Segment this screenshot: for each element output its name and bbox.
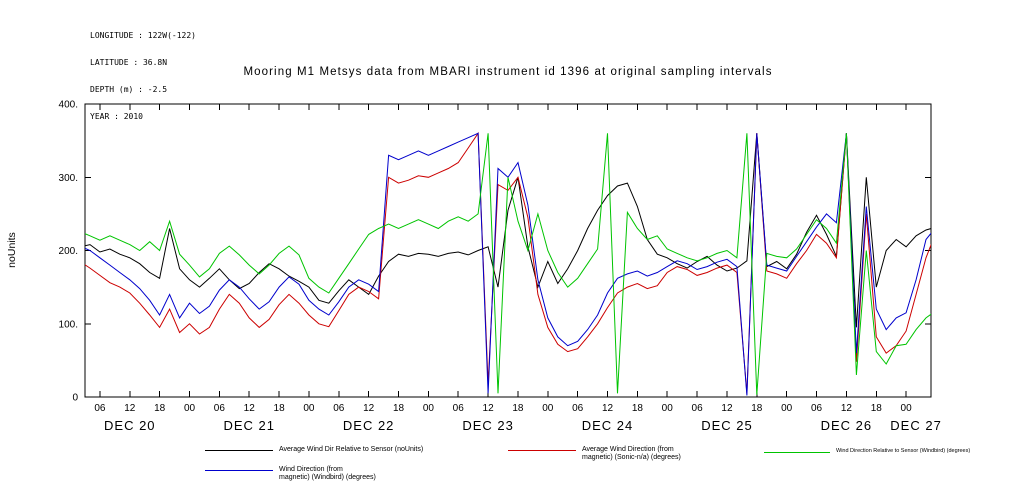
metadata-year: YEAR : 2010 xyxy=(90,112,143,121)
y-tick-label: 200. xyxy=(59,246,78,257)
x-tick-label: 18 xyxy=(632,403,644,414)
x-tick-label: 18 xyxy=(154,403,166,414)
x-tick-label: 12 xyxy=(841,403,853,414)
x-tick-label: 00 xyxy=(184,403,196,414)
metadata-latitude: LATITUDE : 36.8N xyxy=(90,58,168,67)
x-tick-label: 18 xyxy=(751,403,763,414)
x-tick-label: 12 xyxy=(363,403,375,414)
x-day-label: DEC 24 xyxy=(582,418,634,433)
y-tick-label: 0 xyxy=(72,393,78,404)
legend-label-line: magnetic) (Sonic-n/a) (degrees) xyxy=(582,454,681,462)
legend-label: Average Wind Direction (from magnetic) (S… xyxy=(582,446,681,462)
y-tick-label: 300. xyxy=(59,173,78,184)
legend-label-line: Average Wind Dir Relative to Sensor (noU… xyxy=(279,446,424,453)
legend-entry: Average Wind Dir Relative to Sensor (noU… xyxy=(205,446,423,454)
x-tick-label: 18 xyxy=(512,403,524,414)
x-tick-label: 12 xyxy=(721,403,733,414)
x-day-label: DEC 26 xyxy=(821,418,873,433)
x-tick-label: 06 xyxy=(453,403,465,414)
x-tick-label: 00 xyxy=(781,403,793,414)
legend-label: Wind Direction Relative to Sensor (Windb… xyxy=(836,448,970,454)
x-day-label: DEC 20 xyxy=(104,418,156,433)
series-line xyxy=(85,132,931,396)
legend-line-sample xyxy=(205,470,273,471)
x-tick-label: 00 xyxy=(542,403,554,414)
legend-line-sample xyxy=(764,452,830,453)
series-line xyxy=(85,131,931,394)
x-tick-label: 18 xyxy=(871,403,883,414)
x-tick-label: 00 xyxy=(662,403,674,414)
metadata-block: LONGITUDE : 122W(-122) LATITUDE : 36.8N … xyxy=(90,13,196,139)
legend-line-sample xyxy=(508,450,576,451)
x-tick-label: 12 xyxy=(483,403,495,414)
x-tick-label: 06 xyxy=(94,403,106,414)
metadata-longitude: LONGITUDE : 122W(-122) xyxy=(90,31,196,40)
x-tick-label: 00 xyxy=(423,403,435,414)
x-tick-label: 06 xyxy=(214,403,226,414)
x-tick-label: 18 xyxy=(274,403,286,414)
legend-entry: Wind Direction (from magnetic) (Windbird)… xyxy=(205,466,376,482)
x-tick-label: 06 xyxy=(333,403,345,414)
x-tick-label: 06 xyxy=(692,403,704,414)
x-tick-label: 18 xyxy=(393,403,405,414)
legend-entry: Wind Direction Relative to Sensor (Windb… xyxy=(764,448,970,454)
x-tick-label: 00 xyxy=(901,403,913,414)
x-tick-label: 12 xyxy=(244,403,256,414)
x-tick-label: 12 xyxy=(602,403,614,414)
x-tick-label: 00 xyxy=(303,403,315,414)
series-line xyxy=(85,133,931,328)
legend-label-line: magnetic) (Windbird) (degrees) xyxy=(279,474,376,482)
series-line xyxy=(85,133,931,395)
x-tick-label: 12 xyxy=(124,403,136,414)
x-tick-label: 06 xyxy=(811,403,823,414)
legend-label-line: Wind Direction (from xyxy=(279,466,343,473)
y-tick-label: 400. xyxy=(59,100,78,111)
x-day-label: DEC 22 xyxy=(343,418,395,433)
legend-label: Average Wind Dir Relative to Sensor (noU… xyxy=(279,446,423,454)
metadata-depth: DEPTH (m) : -2.5 xyxy=(90,85,168,94)
legend-entry: Average Wind Direction (from magnetic) (S… xyxy=(508,446,681,462)
legend-label-line: Wind Direction Relative to Sensor (Windb… xyxy=(836,448,971,454)
x-day-label: DEC 23 xyxy=(462,418,514,433)
legend-line-sample xyxy=(205,450,273,451)
x-day-label: DEC 21 xyxy=(223,418,275,433)
chart-title: Mooring M1 Metsys data from MBARI instru… xyxy=(243,66,773,78)
x-day-label: DEC 25 xyxy=(701,418,753,433)
y-tick-label: 100. xyxy=(59,319,78,330)
x-day-label: DEC 27 xyxy=(890,418,942,433)
legend-label: Wind Direction (from magnetic) (Windbird)… xyxy=(279,466,376,482)
plot-frame xyxy=(84,103,932,398)
x-tick-label: 06 xyxy=(572,403,584,414)
legend-label-line: Average Wind Direction (from xyxy=(582,446,674,453)
